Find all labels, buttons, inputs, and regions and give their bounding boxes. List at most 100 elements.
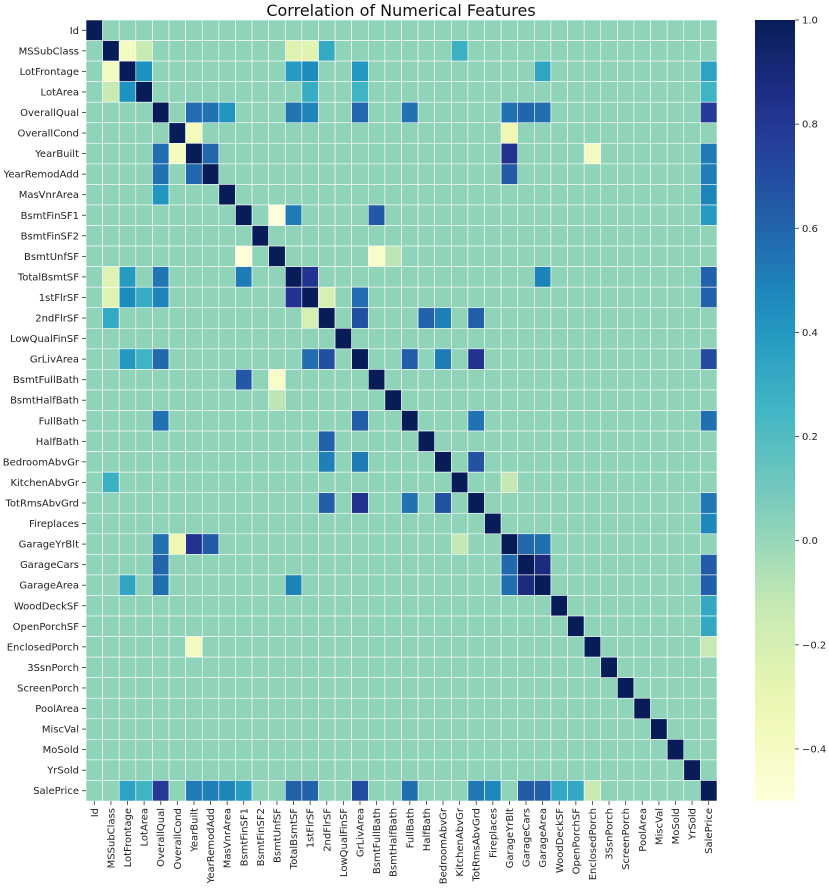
heatmap-cell <box>102 40 120 62</box>
heatmap-cell <box>152 184 170 206</box>
heatmap-cell <box>583 595 602 617</box>
heatmap-cell <box>401 615 419 637</box>
y-tick-label: Id <box>70 26 79 37</box>
heatmap-cell <box>135 574 153 596</box>
heatmap-cell <box>251 204 269 226</box>
heatmap-cell <box>185 656 203 678</box>
heatmap-cell <box>384 739 402 761</box>
heatmap-cell <box>517 718 535 740</box>
x-tick-label: Id <box>90 808 101 817</box>
heatmap-cell <box>666 759 685 781</box>
heatmap-cell <box>318 451 336 473</box>
heatmap-cell <box>218 492 236 514</box>
heatmap-cell <box>284 327 303 350</box>
heatmap-cell <box>666 245 685 267</box>
heatmap-cell <box>600 389 618 411</box>
heatmap-cell <box>218 410 236 432</box>
heatmap-cell <box>135 554 153 576</box>
heatmap-cell <box>284 122 303 144</box>
heatmap-cell <box>168 471 186 494</box>
heatmap-cell <box>284 430 303 452</box>
heatmap-cell <box>451 656 469 678</box>
heatmap-cell <box>517 369 535 391</box>
heatmap-cell <box>517 348 535 370</box>
heatmap-cell <box>417 163 436 185</box>
heatmap-cell <box>550 410 568 432</box>
heatmap-cell <box>268 697 286 720</box>
heatmap-cell <box>500 656 519 678</box>
heatmap-cell <box>301 574 319 596</box>
heatmap-cell <box>550 101 568 124</box>
heatmap-cell <box>517 101 535 124</box>
heatmap-cell <box>118 759 137 781</box>
heatmap-cell <box>135 163 153 185</box>
heatmap-cell <box>268 656 286 678</box>
heatmap-cell <box>185 780 203 802</box>
heatmap-cell <box>367 81 386 103</box>
heatmap-cell <box>301 471 319 494</box>
heatmap-cell <box>251 533 269 555</box>
heatmap-cell <box>85 60 103 82</box>
heatmap-cell <box>102 307 120 329</box>
heatmap-cell <box>484 780 502 802</box>
heatmap-cell <box>666 225 685 247</box>
heatmap-cell <box>168 143 186 165</box>
heatmap-cell <box>683 759 701 781</box>
heatmap-cell <box>152 245 170 267</box>
heatmap-cell <box>318 101 336 124</box>
heatmap-cell <box>301 780 319 802</box>
heatmap-cell <box>650 512 668 535</box>
heatmap-cell <box>235 595 253 617</box>
heatmap-cell <box>235 327 253 350</box>
heatmap-cell <box>666 81 685 103</box>
y-tick-label: ScreenPorch <box>17 683 79 694</box>
heatmap-cell <box>284 595 303 617</box>
heatmap-cell <box>118 595 137 617</box>
y-tick-label: YearBuilt <box>34 149 79 160</box>
heatmap-cell <box>384 471 402 494</box>
heatmap-cell <box>268 19 286 41</box>
heatmap-cell <box>534 225 552 247</box>
heatmap-cell <box>334 512 352 535</box>
y-tick-label: PoolArea <box>35 704 79 715</box>
heatmap-cell <box>334 60 352 82</box>
heatmap-cell <box>550 739 568 761</box>
heatmap-cell <box>201 677 220 699</box>
heatmap-cell <box>168 718 186 740</box>
heatmap-cell <box>617 19 635 41</box>
y-tick-label: YearRemodAdd <box>3 170 79 181</box>
heatmap-cell <box>135 697 153 720</box>
heatmap-cell <box>500 636 519 658</box>
heatmap-cell <box>218 225 236 247</box>
heatmap-cell <box>417 369 436 391</box>
heatmap-cell <box>384 204 402 226</box>
heatmap-cell <box>351 369 369 391</box>
heatmap-cell <box>467 595 485 617</box>
heatmap-cell <box>251 286 269 309</box>
heatmap-cell <box>85 266 103 288</box>
heatmap-cell <box>484 554 502 576</box>
heatmap-cell <box>301 101 319 124</box>
y-tick-label: TotalBsmtSF <box>17 272 79 283</box>
heatmap-cell <box>168 348 186 370</box>
heatmap-cell <box>600 451 618 473</box>
heatmap-cell <box>334 348 352 370</box>
heatmap-cell <box>517 780 535 802</box>
heatmap-cell <box>517 81 535 103</box>
heatmap-cell <box>451 40 469 62</box>
heatmap-cell <box>700 471 718 494</box>
heatmap-cell <box>351 40 369 62</box>
heatmap-cell <box>633 40 651 62</box>
heatmap-cell <box>135 512 153 535</box>
heatmap-cell <box>384 101 402 124</box>
heatmap-cell <box>650 369 668 391</box>
heatmap-cell <box>467 739 485 761</box>
heatmap-cell <box>417 204 436 226</box>
heatmap-cell <box>301 636 319 658</box>
heatmap-cell <box>235 40 253 62</box>
heatmap-cell <box>152 101 170 124</box>
heatmap-cell <box>534 389 552 411</box>
heatmap-cell <box>135 718 153 740</box>
heatmap-cell <box>467 656 485 678</box>
heatmap-cell <box>567 554 585 576</box>
